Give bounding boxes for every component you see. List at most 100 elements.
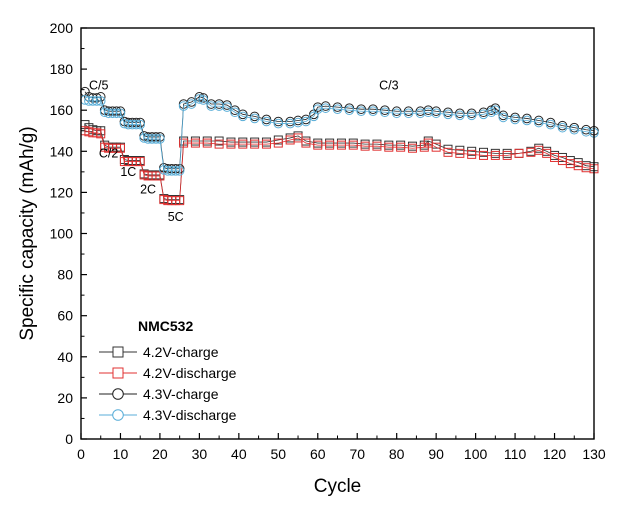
data-point [170, 166, 181, 176]
data-point [273, 138, 283, 148]
data-point [214, 101, 224, 111]
data-point [455, 110, 465, 121]
y-tick-label: 180 [50, 61, 74, 77]
data-point [163, 166, 173, 176]
x-tick-label: 10 [113, 446, 129, 462]
x-tick-label: 40 [231, 446, 247, 462]
data-point [522, 115, 532, 126]
ticks-layer: 0 10 20 30 40 50 60 70 80 90 100 110 120 130 0 20 40 60 80… [50, 20, 606, 462]
data-point [466, 110, 477, 121]
data-point [143, 134, 153, 144]
data-point [431, 108, 441, 119]
legend-item: 4.3V-charge [99, 386, 219, 402]
legend-marker [112, 388, 124, 400]
data-point [238, 139, 248, 149]
legend-label: 4.2V-charge [143, 344, 219, 360]
data-point [226, 139, 236, 149]
c-rate-label: 2C [140, 182, 156, 196]
data-point [415, 108, 426, 119]
data-point [384, 142, 394, 152]
data-point [301, 138, 311, 148]
data-point [356, 106, 366, 117]
data-point [502, 150, 512, 160]
data-point [336, 140, 346, 150]
x-axis-title: Cycle [314, 476, 362, 497]
data-point [202, 138, 212, 148]
data-point [119, 118, 130, 129]
data-point [380, 107, 390, 118]
data-point [135, 157, 145, 167]
x-tick-label: 70 [349, 446, 365, 462]
data-point [396, 142, 406, 152]
data-point [320, 103, 331, 113]
legend-marker [112, 409, 124, 421]
data-point [151, 134, 161, 144]
y-tick-label: 20 [57, 390, 73, 406]
data-point [443, 147, 453, 157]
data-point [293, 117, 303, 128]
data-point [95, 96, 106, 106]
data-point [467, 149, 477, 159]
y-axis-title: Specific capacity (mAh/g) [17, 126, 38, 340]
data-point [344, 105, 355, 115]
data-point [96, 129, 106, 139]
data-point [166, 166, 177, 176]
c-rate-label: C/2 [99, 146, 119, 160]
x-tick-label: 20 [152, 446, 168, 462]
data-point [147, 134, 157, 144]
data-point [301, 116, 311, 127]
data-point [479, 150, 489, 160]
data-point [325, 140, 335, 150]
c-rate-label: 1C [120, 165, 136, 179]
data-point [186, 99, 197, 109]
data-point [403, 108, 414, 119]
series-4.3V-charge [80, 86, 599, 174]
data-point [91, 96, 102, 106]
c-rate-label: C/3 [379, 79, 399, 93]
data-point [230, 107, 240, 118]
data-point [557, 122, 568, 133]
data-point [455, 148, 465, 158]
y-tick-label: 80 [57, 267, 73, 283]
data-point [155, 134, 165, 144]
data-point [88, 96, 98, 106]
data-point [545, 119, 556, 130]
data-point [206, 101, 217, 111]
c-rate-label: C/5 [89, 79, 109, 93]
data-point [135, 119, 145, 130]
data-point [261, 139, 271, 149]
legend-item: 4.2V-charge [99, 344, 219, 360]
y-tick-label: 120 [50, 184, 74, 200]
data-point [368, 106, 378, 117]
legend-label: 4.3V-discharge [143, 407, 237, 423]
data-point [407, 143, 417, 153]
data-point [175, 196, 185, 206]
data-point [391, 108, 402, 119]
data-point [273, 118, 284, 129]
legend-label: 4.3V-charge [143, 386, 219, 402]
data-point [115, 143, 125, 153]
legend-label: 4.2V-discharge [143, 365, 237, 381]
legend-title: NMC532 [138, 318, 193, 334]
data-point [194, 94, 205, 104]
data-point [139, 133, 149, 143]
data-point [431, 142, 441, 152]
legend-marker [112, 346, 124, 358]
y-tick-label: 200 [50, 20, 74, 36]
y-tick-label: 140 [50, 143, 74, 159]
data-point [179, 138, 189, 148]
data-point [360, 141, 370, 151]
data-point [498, 112, 509, 123]
data-point [84, 96, 94, 106]
y-tick-label: 40 [57, 349, 73, 365]
legend-marker [112, 367, 124, 379]
data-point [123, 119, 134, 130]
x-tick-label: 120 [543, 446, 567, 462]
data-point [237, 111, 248, 122]
legend-item: 4.2V-discharge [99, 365, 237, 381]
y-tick-label: 100 [50, 226, 74, 242]
x-tick-label: 110 [504, 446, 527, 462]
data-point [250, 139, 260, 149]
data-point [99, 107, 110, 118]
x-tick-label: 80 [389, 446, 405, 462]
